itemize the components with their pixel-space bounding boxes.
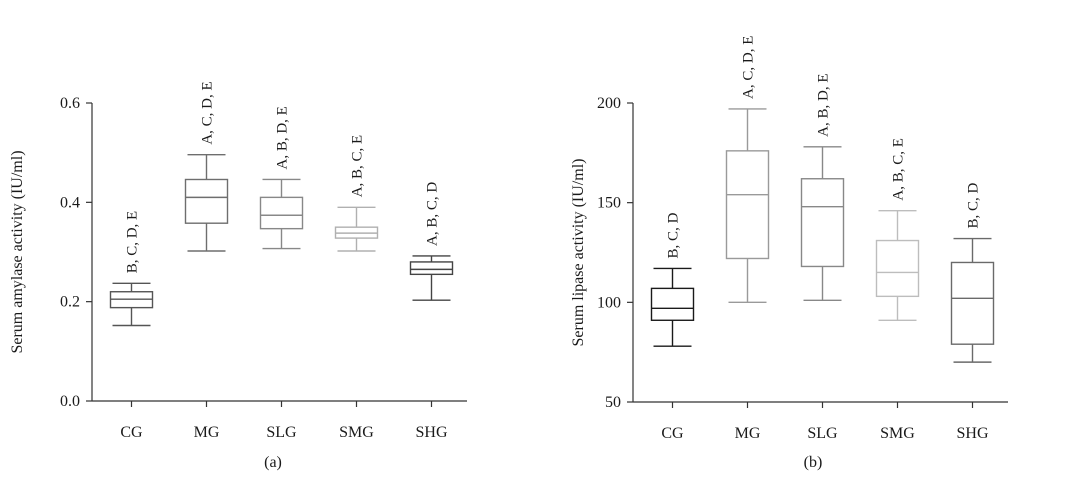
- x-tick-label: SHG: [415, 424, 447, 441]
- box-iqr: [409, 261, 454, 276]
- significance-label: A, C, D, E: [200, 81, 216, 144]
- box-iqr: [950, 261, 995, 345]
- box-iqr: [259, 196, 304, 230]
- x-tick-label: MG: [194, 424, 220, 441]
- y-tick-label: 150: [597, 195, 621, 212]
- significance-label: B, C, D, E: [125, 211, 141, 274]
- x-tick-label: SMG: [339, 424, 374, 441]
- box-iqr: [800, 178, 845, 268]
- significance-label: B, C, D: [966, 183, 982, 229]
- y-axis-title: Serum amylase activity (IU/ml): [9, 150, 26, 353]
- significance-label: A, B, D, E: [275, 106, 291, 169]
- box-iqr: [650, 287, 695, 321]
- box-iqr: [184, 178, 229, 224]
- y-tick-label: 0.6: [60, 95, 80, 112]
- significance-label: A, B, C, E: [891, 138, 907, 201]
- x-tick-label: SHG: [956, 425, 988, 442]
- x-tick-label: SLG: [266, 424, 297, 441]
- panel-label: (b): [804, 454, 823, 471]
- y-tick-label: 0.4: [60, 194, 80, 211]
- significance-label: A, B, C, D: [425, 182, 441, 246]
- x-tick-label: CG: [120, 424, 143, 441]
- box-iqr: [875, 239, 920, 298]
- y-tick-label: 0.2: [60, 294, 80, 311]
- panel-label: (a): [264, 454, 282, 471]
- x-tick-label: MG: [735, 425, 761, 442]
- x-tick-label: SLG: [807, 425, 838, 442]
- significance-label: A, B, D, E: [816, 74, 832, 137]
- y-axis-title: Serum lipase activity (IU/ml): [570, 159, 587, 347]
- x-tick-label: SMG: [880, 425, 915, 442]
- significance-label: A, C, D, E: [741, 36, 757, 99]
- y-tick-label: 50: [605, 394, 621, 411]
- y-tick-label: 200: [597, 95, 621, 112]
- panel-a: 0.0 0.2 0.4 0.6 Serum amylase activity (IU/m…: [9, 81, 467, 471]
- y-tick-label: 100: [597, 294, 621, 311]
- significance-label: A, B, C, E: [350, 135, 366, 198]
- significance-label: B, C, D: [666, 212, 682, 258]
- panel-b: 50 100 150 200 Serum lipase activity (IU/ml)…: [570, 36, 1008, 471]
- y-tick-label: 0.0: [60, 393, 80, 410]
- x-tick-label: CG: [661, 425, 684, 442]
- box-iqr: [725, 150, 770, 260]
